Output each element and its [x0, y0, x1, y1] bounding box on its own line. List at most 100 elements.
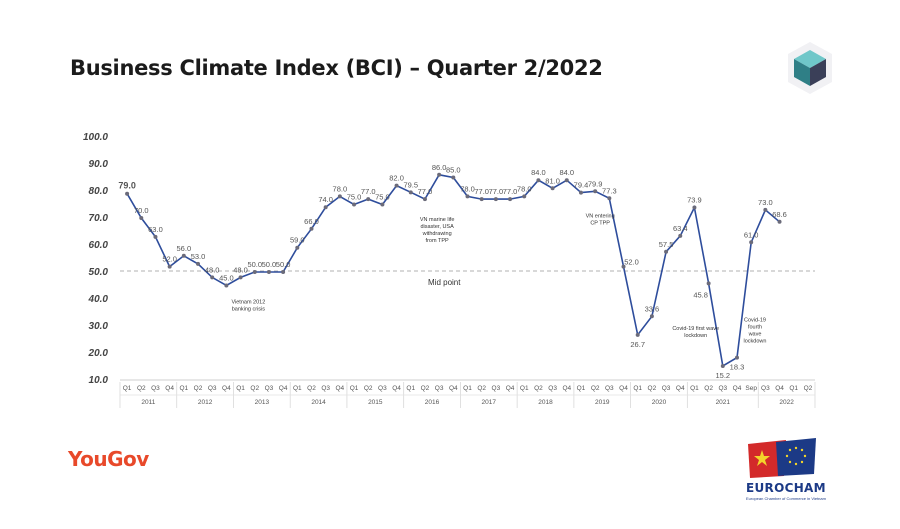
data-point — [125, 191, 130, 196]
data-label: 78.0 — [333, 184, 348, 193]
data-label: 59.0 — [290, 236, 305, 245]
data-points: 79.070.063.052.056.053.048.045.048.050.0… — [118, 163, 787, 380]
data-label: 85.0 — [446, 166, 461, 175]
x-tick-label: Sep — [745, 385, 757, 392]
x-tick-label: Q2 — [250, 385, 259, 392]
x-tick-label: Q1 — [123, 385, 132, 392]
data-label: 48.0 — [233, 265, 248, 274]
data-point — [281, 270, 286, 274]
x-tick-label: Q3 — [492, 385, 501, 392]
data-point — [479, 197, 484, 202]
data-label: 18.3 — [730, 363, 745, 372]
data-point — [607, 196, 612, 201]
data-label: 57.5 — [659, 240, 674, 249]
data-label: 15.2 — [716, 371, 731, 380]
data-label: 79.4 — [574, 181, 589, 190]
annotation: VN marine life disaster, USA withdrawing fr… — [420, 217, 455, 244]
cube-logo-icon — [788, 42, 832, 94]
x-tick-label: Q2 — [194, 385, 203, 392]
data-point — [295, 245, 300, 250]
data-point — [564, 178, 569, 183]
data-label: 84.0 — [531, 168, 546, 177]
data-label: 52.0 — [162, 255, 177, 264]
data-point — [352, 202, 357, 207]
data-label: 52.0 — [624, 258, 639, 267]
year-label: 2015 — [368, 399, 383, 406]
x-tick-label: Q4 — [336, 385, 345, 392]
x-tick-label: Q4 — [676, 385, 685, 392]
x-tick-label: Q1 — [690, 385, 699, 392]
x-tick-label: Q4 — [279, 385, 288, 392]
data-point — [196, 261, 201, 266]
data-point — [493, 197, 498, 202]
x-tick-label: Q1 — [236, 385, 245, 392]
yougov-logo: YouGov — [68, 447, 149, 471]
data-point — [465, 194, 470, 199]
x-tick-label: Q1 — [463, 385, 472, 392]
data-label: 78.0 — [460, 184, 475, 193]
data-point — [181, 253, 186, 258]
x-tick-label: Q4 — [619, 385, 628, 392]
y-tick-label: 40.0 — [88, 294, 109, 305]
data-label: 75.0 — [375, 193, 390, 202]
data-point — [210, 275, 215, 280]
year-label: 2022 — [779, 399, 794, 406]
data-label: 79.9 — [588, 179, 603, 188]
x-tick-label: Q2 — [534, 385, 543, 392]
data-point — [522, 194, 527, 199]
data-point — [437, 172, 442, 177]
x-tick-label: Q2 — [364, 385, 373, 392]
midpoint-label: Mid point — [428, 278, 461, 287]
data-label: 53.0 — [191, 252, 206, 261]
data-label: 66.0 — [304, 217, 319, 226]
y-tick-label: 70.0 — [89, 213, 109, 224]
x-tick-label: Q1 — [406, 385, 415, 392]
data-label: 73.9 — [687, 195, 702, 204]
annotation: Vietnam 2012 banking crisis — [231, 300, 265, 313]
x-tick-label: Q3 — [761, 385, 770, 392]
data-point — [508, 197, 513, 202]
x-tick-label: Q1 — [577, 385, 586, 392]
y-tick-label: 80.0 — [89, 186, 109, 197]
data-point — [139, 216, 144, 220]
x-tick-label: Q2 — [477, 385, 486, 392]
eurocham-logo-text: EUROCHAM — [746, 481, 826, 495]
data-point — [678, 233, 683, 238]
x-tick-label: Q4 — [392, 385, 401, 392]
x-tick-label: Q3 — [435, 385, 444, 392]
x-tick-label: Q2 — [137, 385, 146, 392]
data-label: 63.4 — [673, 224, 688, 233]
data-label: 56.0 — [177, 244, 192, 253]
eurocham-logo-subtext: European Chamber of Commerce in Vietnam — [746, 496, 826, 501]
data-label: 78.0 — [517, 184, 532, 193]
data-point — [422, 197, 427, 202]
data-label: 73.0 — [758, 198, 773, 207]
data-point — [635, 332, 640, 337]
x-tick-label: Q2 — [307, 385, 316, 392]
data-label: 79.5 — [403, 180, 418, 189]
data-point — [309, 226, 314, 231]
data-point — [720, 363, 725, 368]
year-label: 2019 — [595, 399, 610, 406]
data-label: 75.0 — [347, 193, 362, 202]
x-tick-label: Q1 — [179, 385, 188, 392]
data-point — [408, 190, 413, 195]
annotation: VN entering CP TPP — [586, 213, 615, 226]
data-point — [749, 240, 754, 245]
x-tick-label: Q3 — [321, 385, 330, 392]
year-label: 2018 — [538, 399, 553, 406]
data-point — [692, 205, 697, 210]
y-tick-label: 100.0 — [83, 132, 108, 143]
data-label: 48.0 — [205, 265, 220, 274]
data-point — [593, 189, 598, 194]
x-tick-label: Q2 — [421, 385, 430, 392]
x-tick-label: Q4 — [506, 385, 515, 392]
data-label: 79.0 — [118, 181, 136, 191]
year-label: 2020 — [652, 399, 667, 406]
data-label: 74.0 — [318, 195, 333, 204]
x-tick-label: Q3 — [151, 385, 160, 392]
data-point — [167, 264, 172, 269]
annotation: Covid-19 first wave lockdown — [672, 326, 719, 339]
data-point — [649, 314, 654, 319]
data-label: 77.0 — [474, 187, 489, 196]
